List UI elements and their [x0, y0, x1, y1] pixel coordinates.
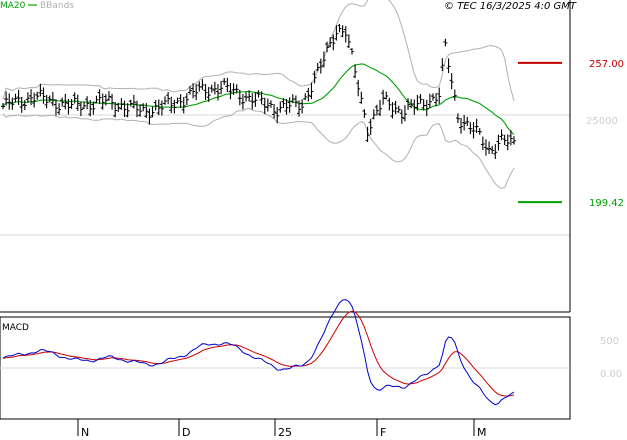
- macd-tick-zero: 0.00: [600, 369, 622, 380]
- bband-upper: [2, 0, 515, 101]
- macd-tick-500: 500: [600, 336, 619, 347]
- x-axis-label: F: [380, 426, 386, 439]
- legend: MA20 BBands: [0, 1, 74, 11]
- macd-panel: MACD 500 0.00: [0, 299, 622, 420]
- x-axis-label: 25: [278, 426, 292, 439]
- x-axis-label: D: [182, 426, 190, 439]
- resistance-label: 257.00: [589, 59, 624, 70]
- copyright-stamp: © TEC 16/3/2025 4:0 GMT: [444, 1, 577, 12]
- x-axis-label: M: [477, 426, 487, 439]
- bollinger-bands: [2, 0, 515, 189]
- macd-lines: [2, 299, 515, 406]
- macd-signal-line: [2, 310, 515, 397]
- bbands-legend-label: BBands: [40, 1, 74, 11]
- x-axis-label: N: [81, 426, 89, 439]
- macd-line: [2, 299, 515, 406]
- macd-title: MACD: [2, 323, 29, 333]
- bband-lower: [2, 107, 515, 189]
- price-levels: 257.00 199.42: [518, 59, 624, 209]
- x-axis: N D 25 F M: [0, 418, 570, 439]
- support-label: 199.42: [589, 198, 624, 209]
- price-tick-label: 25000: [586, 116, 618, 127]
- price-panel: 257.00 199.42 25000: [0, 0, 624, 313]
- ma20-legend-label: MA20: [0, 1, 26, 11]
- price-bars: [1, 23, 516, 160]
